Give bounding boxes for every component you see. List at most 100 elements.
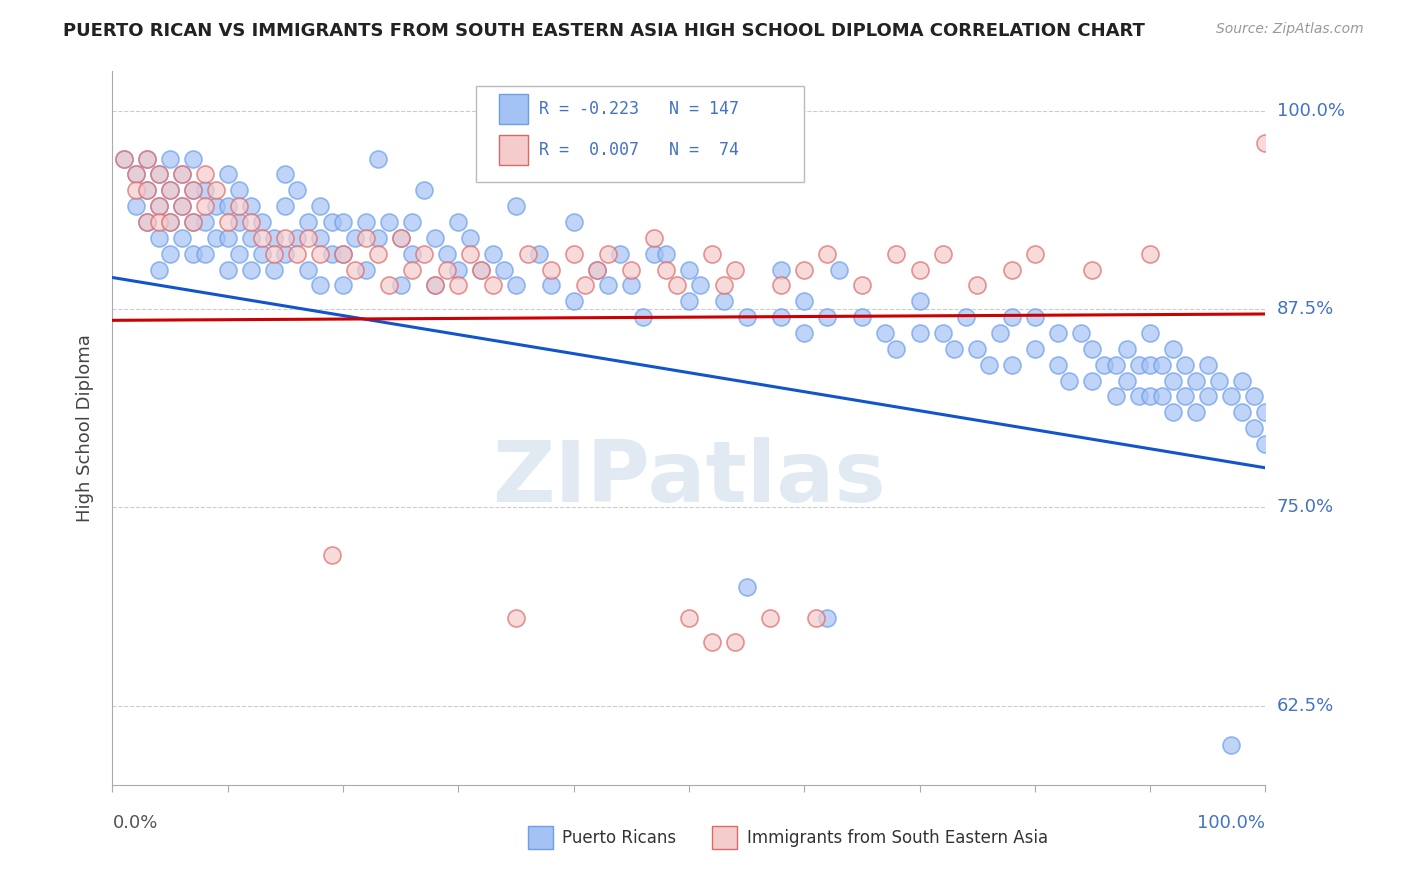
- Point: [170, 199, 193, 213]
- Point: [562, 294, 585, 309]
- Point: [1128, 358, 1150, 372]
- Point: [770, 310, 793, 325]
- Point: [793, 294, 815, 309]
- Point: [263, 246, 285, 260]
- Point: [494, 262, 516, 277]
- Point: [1001, 262, 1024, 277]
- Point: [1243, 389, 1265, 403]
- Point: [148, 215, 170, 229]
- Point: [367, 246, 389, 260]
- Point: [274, 168, 297, 182]
- Point: [309, 246, 332, 260]
- Point: [309, 231, 332, 245]
- Point: [470, 262, 492, 277]
- Point: [458, 231, 481, 245]
- FancyBboxPatch shape: [499, 135, 527, 165]
- Point: [148, 231, 170, 245]
- Point: [1081, 262, 1104, 277]
- Point: [170, 168, 193, 182]
- Point: [1104, 389, 1126, 403]
- Point: [609, 246, 631, 260]
- Point: [124, 168, 146, 182]
- Point: [136, 152, 159, 166]
- Point: [401, 215, 423, 229]
- Point: [758, 611, 780, 625]
- Point: [540, 262, 562, 277]
- Point: [1139, 326, 1161, 340]
- Point: [1219, 389, 1241, 403]
- Point: [274, 199, 297, 213]
- Point: [148, 199, 170, 213]
- Point: [1254, 437, 1277, 451]
- Point: [505, 199, 527, 213]
- Point: [412, 183, 434, 197]
- Point: [966, 342, 988, 356]
- Point: [886, 342, 908, 356]
- Point: [804, 611, 827, 625]
- Point: [1254, 136, 1277, 150]
- Point: [1174, 358, 1197, 372]
- Point: [1254, 405, 1277, 419]
- Point: [1024, 310, 1046, 325]
- Point: [297, 262, 319, 277]
- Point: [217, 215, 239, 229]
- Point: [458, 246, 481, 260]
- Point: [159, 152, 181, 166]
- Point: [297, 215, 319, 229]
- Point: [170, 199, 193, 213]
- Point: [908, 262, 931, 277]
- Point: [678, 611, 700, 625]
- Point: [482, 246, 505, 260]
- Point: [689, 278, 711, 293]
- Text: 87.5%: 87.5%: [1277, 301, 1334, 318]
- Point: [148, 199, 170, 213]
- Point: [1185, 374, 1208, 388]
- Point: [367, 152, 389, 166]
- Point: [735, 580, 758, 594]
- Text: PUERTO RICAN VS IMMIGRANTS FROM SOUTH EASTERN ASIA HIGH SCHOOL DIPLOMA CORRELATI: PUERTO RICAN VS IMMIGRANTS FROM SOUTH EA…: [63, 22, 1144, 40]
- Point: [181, 183, 204, 197]
- Point: [815, 246, 838, 260]
- Point: [828, 262, 851, 277]
- Point: [1161, 405, 1184, 419]
- Point: [815, 310, 838, 325]
- Point: [205, 199, 228, 213]
- Point: [239, 215, 262, 229]
- FancyBboxPatch shape: [527, 826, 553, 849]
- Point: [228, 183, 250, 197]
- Text: R = -0.223   N = 147: R = -0.223 N = 147: [538, 100, 740, 118]
- Point: [112, 152, 135, 166]
- Point: [425, 278, 447, 293]
- Point: [389, 231, 412, 245]
- Point: [194, 215, 217, 229]
- Point: [1232, 374, 1254, 388]
- Point: [1116, 342, 1139, 356]
- Point: [332, 246, 354, 260]
- Point: [620, 278, 643, 293]
- Point: [159, 183, 181, 197]
- Point: [1174, 389, 1197, 403]
- Point: [343, 231, 366, 245]
- Point: [1208, 374, 1230, 388]
- Point: [1139, 358, 1161, 372]
- Point: [252, 231, 274, 245]
- Point: [112, 152, 135, 166]
- FancyBboxPatch shape: [499, 94, 527, 124]
- Point: [735, 310, 758, 325]
- Point: [136, 183, 159, 197]
- Point: [436, 246, 458, 260]
- Point: [412, 246, 434, 260]
- Point: [181, 152, 204, 166]
- Point: [1046, 358, 1069, 372]
- Point: [181, 215, 204, 229]
- Point: [1219, 739, 1241, 753]
- Point: [447, 215, 470, 229]
- Point: [136, 215, 159, 229]
- Point: [620, 262, 643, 277]
- Point: [931, 326, 953, 340]
- Point: [263, 262, 285, 277]
- Point: [181, 246, 204, 260]
- Point: [955, 310, 977, 325]
- Point: [527, 246, 550, 260]
- Point: [159, 183, 181, 197]
